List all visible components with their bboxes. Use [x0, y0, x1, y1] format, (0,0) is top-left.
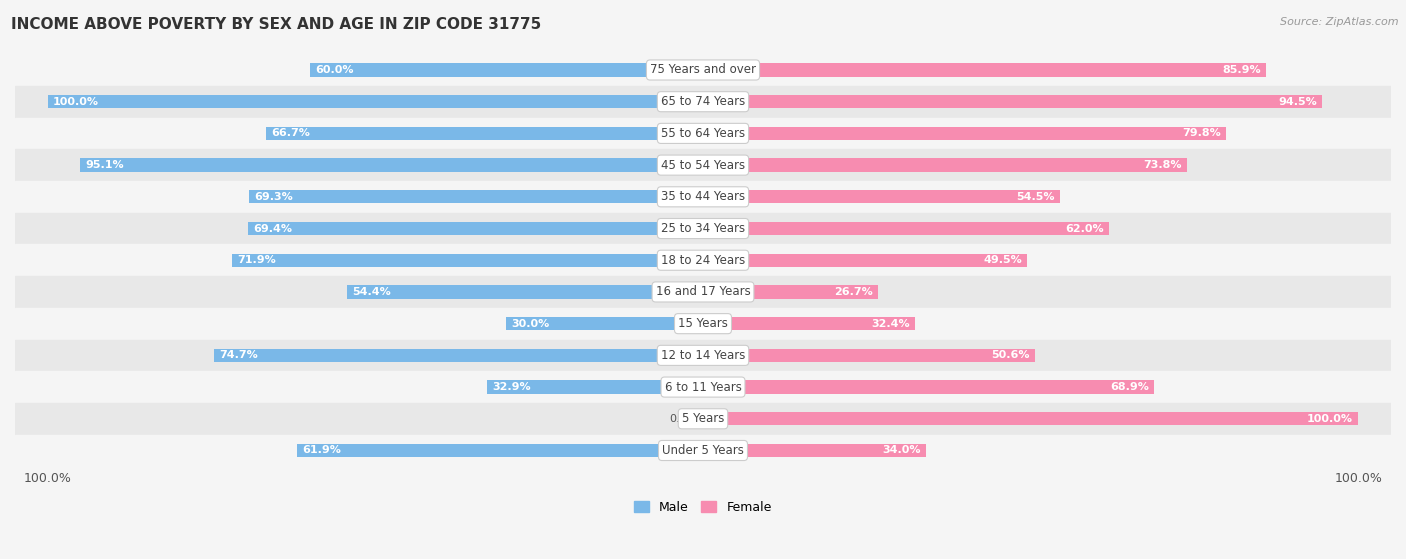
- Bar: [703, 158, 1187, 172]
- Bar: [703, 381, 1154, 394]
- Bar: [703, 349, 1035, 362]
- Text: 26.7%: 26.7%: [834, 287, 873, 297]
- Text: 73.8%: 73.8%: [1143, 160, 1181, 170]
- Bar: [506, 317, 703, 330]
- Text: 65 to 74 Years: 65 to 74 Years: [661, 95, 745, 108]
- Bar: [703, 127, 1226, 140]
- Bar: [15, 149, 1391, 181]
- Text: 60.0%: 60.0%: [315, 65, 353, 75]
- Text: 68.9%: 68.9%: [1111, 382, 1149, 392]
- Bar: [488, 381, 703, 394]
- Text: 94.5%: 94.5%: [1278, 97, 1317, 107]
- Text: Under 5 Years: Under 5 Years: [662, 444, 744, 457]
- Text: 32.4%: 32.4%: [872, 319, 910, 329]
- Text: 75 Years and over: 75 Years and over: [650, 64, 756, 77]
- Bar: [15, 117, 1391, 149]
- Text: 35 to 44 Years: 35 to 44 Years: [661, 190, 745, 203]
- Bar: [703, 285, 877, 299]
- Text: 79.8%: 79.8%: [1182, 129, 1220, 139]
- Text: 66.7%: 66.7%: [271, 129, 311, 139]
- Bar: [309, 63, 703, 77]
- Text: 18 to 24 Years: 18 to 24 Years: [661, 254, 745, 267]
- Bar: [232, 254, 703, 267]
- Bar: [15, 212, 1391, 244]
- Bar: [703, 412, 1358, 425]
- Text: 45 to 54 Years: 45 to 54 Years: [661, 159, 745, 172]
- Bar: [703, 222, 1109, 235]
- Bar: [249, 190, 703, 203]
- Text: 54.5%: 54.5%: [1017, 192, 1054, 202]
- Text: 62.0%: 62.0%: [1066, 224, 1104, 234]
- Bar: [703, 254, 1028, 267]
- Text: 61.9%: 61.9%: [302, 446, 342, 456]
- Bar: [249, 222, 703, 235]
- Bar: [703, 190, 1060, 203]
- Text: 25 to 34 Years: 25 to 34 Years: [661, 222, 745, 235]
- Bar: [214, 349, 703, 362]
- Text: 34.0%: 34.0%: [882, 446, 921, 456]
- Bar: [15, 86, 1391, 117]
- Text: 100.0%: 100.0%: [53, 97, 98, 107]
- Text: 0.0%: 0.0%: [669, 414, 697, 424]
- Text: Source: ZipAtlas.com: Source: ZipAtlas.com: [1281, 17, 1399, 27]
- Text: 85.9%: 85.9%: [1222, 65, 1261, 75]
- Bar: [15, 276, 1391, 308]
- Bar: [15, 403, 1391, 435]
- Text: INCOME ABOVE POVERTY BY SEX AND AGE IN ZIP CODE 31775: INCOME ABOVE POVERTY BY SEX AND AGE IN Z…: [11, 17, 541, 32]
- Text: 55 to 64 Years: 55 to 64 Years: [661, 127, 745, 140]
- Bar: [15, 339, 1391, 371]
- Bar: [703, 444, 925, 457]
- Text: 32.9%: 32.9%: [492, 382, 531, 392]
- Text: 71.9%: 71.9%: [238, 255, 276, 265]
- Text: 30.0%: 30.0%: [512, 319, 550, 329]
- Text: 50.6%: 50.6%: [991, 350, 1029, 361]
- Text: 69.4%: 69.4%: [253, 224, 292, 234]
- Text: 54.4%: 54.4%: [352, 287, 391, 297]
- Text: 6 to 11 Years: 6 to 11 Years: [665, 381, 741, 394]
- Bar: [15, 54, 1391, 86]
- Bar: [15, 371, 1391, 403]
- Text: 69.3%: 69.3%: [254, 192, 292, 202]
- Text: 15 Years: 15 Years: [678, 317, 728, 330]
- Text: 100.0%: 100.0%: [1308, 414, 1353, 424]
- Text: 16 and 17 Years: 16 and 17 Years: [655, 286, 751, 299]
- Bar: [266, 127, 703, 140]
- Bar: [703, 63, 1265, 77]
- Bar: [15, 181, 1391, 212]
- Text: 49.5%: 49.5%: [983, 255, 1022, 265]
- Bar: [48, 95, 703, 108]
- Legend: Male, Female: Male, Female: [634, 501, 772, 514]
- Text: 5 Years: 5 Years: [682, 413, 724, 425]
- Bar: [15, 435, 1391, 466]
- Bar: [346, 285, 703, 299]
- Text: 12 to 14 Years: 12 to 14 Years: [661, 349, 745, 362]
- Bar: [703, 317, 915, 330]
- Bar: [298, 444, 703, 457]
- Bar: [80, 158, 703, 172]
- Text: 95.1%: 95.1%: [86, 160, 124, 170]
- Bar: [15, 308, 1391, 339]
- Bar: [15, 244, 1391, 276]
- Text: 74.7%: 74.7%: [219, 350, 257, 361]
- Bar: [703, 95, 1322, 108]
